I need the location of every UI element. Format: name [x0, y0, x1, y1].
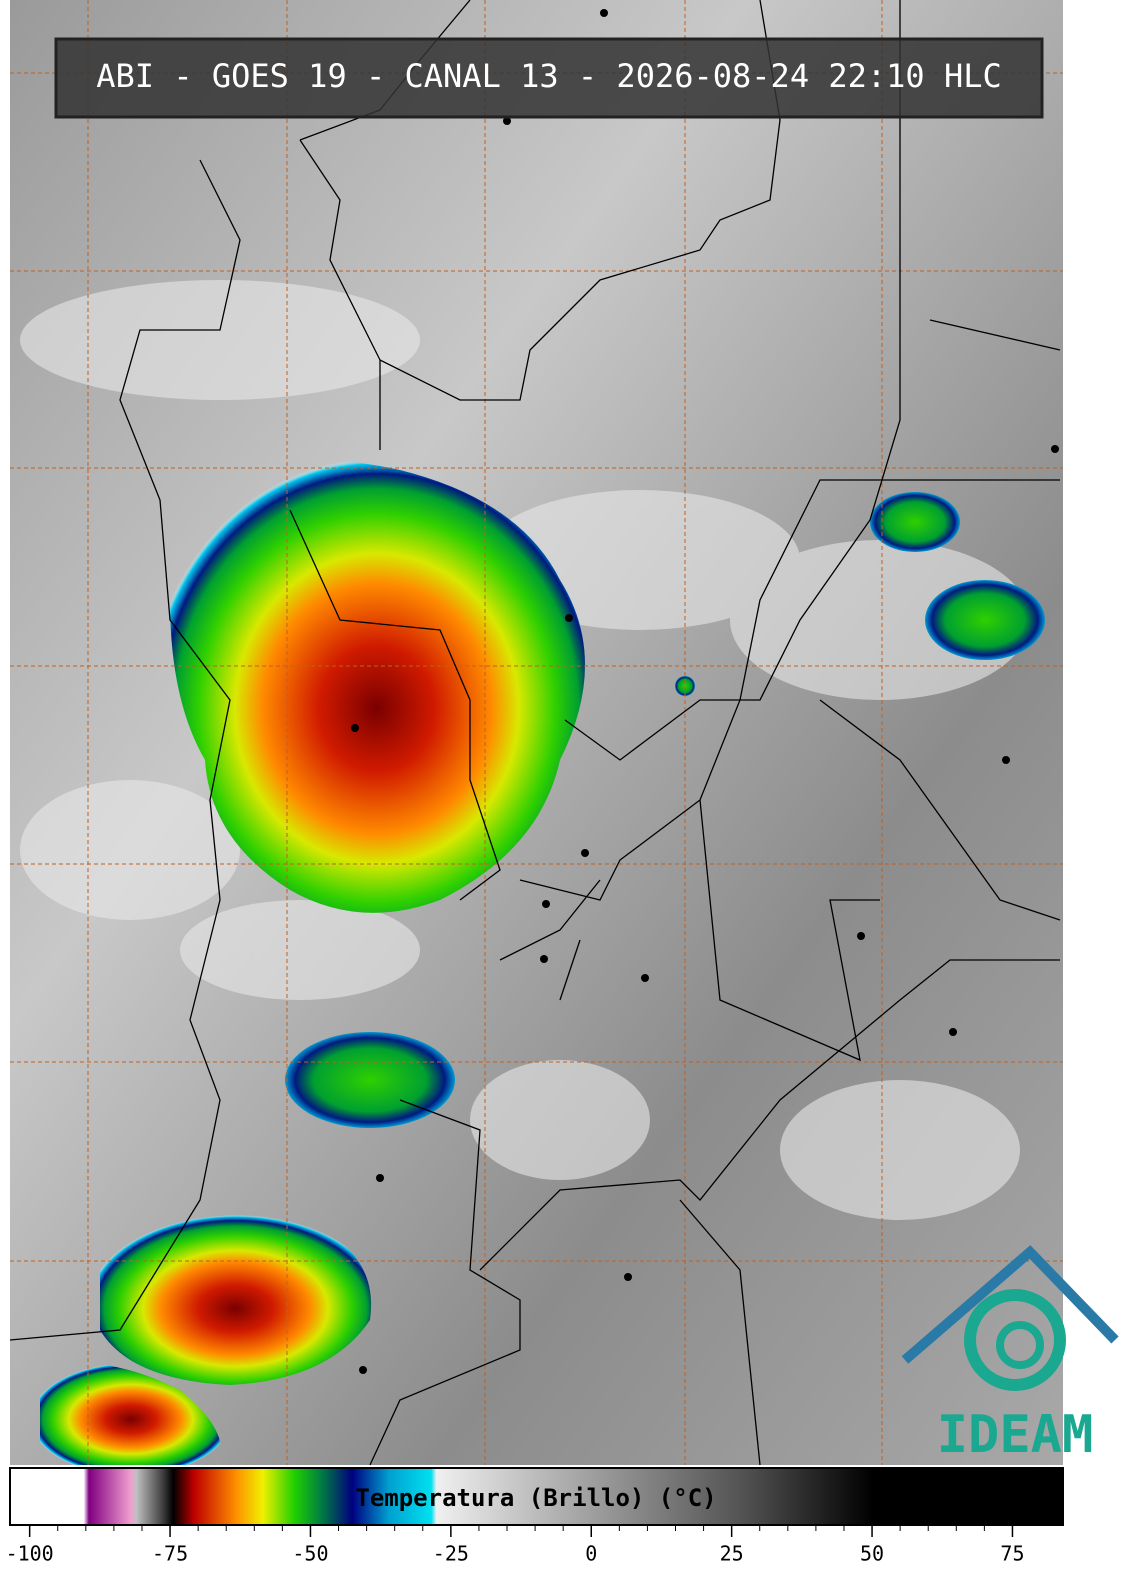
- tick-label: 50: [860, 1542, 884, 1566]
- storms: [40, 458, 1045, 1465]
- logo-text: IDEAM: [937, 1405, 1094, 1465]
- clouds: [20, 280, 1030, 1220]
- tick-label: 0: [585, 1542, 597, 1566]
- title-box: [54, 37, 1044, 119]
- tick-label: 25: [720, 1542, 744, 1566]
- logo: IDEAM: [901, 1245, 1119, 1465]
- title: ABI - GOES 19 - CANAL 13 - 2026-08-24 22…: [96, 57, 1001, 95]
- tick-label: 75: [1000, 1542, 1024, 1566]
- tick-label: -50: [292, 1542, 328, 1566]
- colorbar-label: Temperatura (Brillo) (°C): [355, 1484, 716, 1512]
- cities: [351, 9, 1059, 1374]
- tick-label: -75: [152, 1542, 188, 1566]
- tick-label: -25: [433, 1542, 469, 1566]
- boundaries: [9, 0, 1061, 1466]
- tick-label: -100: [6, 1542, 54, 1566]
- colorbar: [9, 1467, 1064, 1526]
